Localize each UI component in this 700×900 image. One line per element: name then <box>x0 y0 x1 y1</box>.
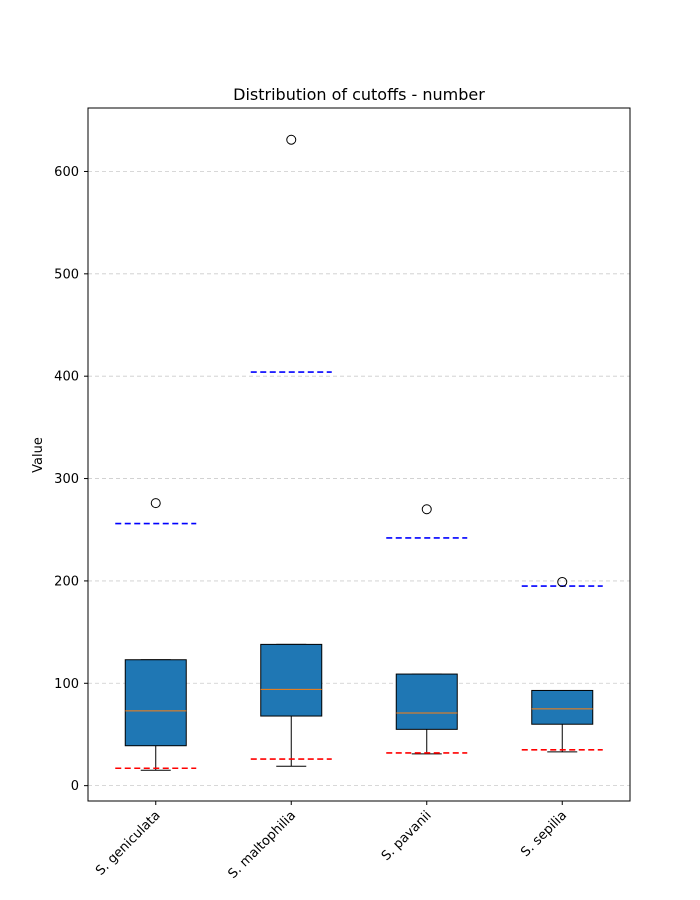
box <box>531 689 594 725</box>
y-tick-label: 300 <box>54 472 79 487</box>
y-tick-label: 200 <box>54 574 79 589</box>
y-tick-label: 100 <box>54 677 79 692</box>
y-tick-label: 500 <box>54 267 79 282</box>
x-tick-label: S. pavanii <box>379 808 435 864</box>
chart-title: Distribution of cutoffs - number <box>233 85 485 104</box>
box <box>395 673 458 730</box>
box-group <box>386 504 468 755</box>
box <box>124 659 187 747</box>
y-tick-label: 400 <box>54 370 79 385</box>
x-tick-label: S. sepilia <box>518 808 570 860</box>
x-axis: S. geniculata S. maltophilia S. pavanii S. … <box>93 801 570 882</box>
x-tick-label: S. maltophilia <box>225 808 299 882</box>
y-tick-label: 600 <box>54 165 79 180</box>
y-axis-label: Value <box>31 437 46 473</box>
box-group <box>521 576 603 753</box>
plot-frame <box>87 107 631 802</box>
outlier-point <box>286 134 297 145</box>
outlier-point <box>557 576 568 587</box>
grid-layer <box>88 171 630 787</box>
y-tick-label: 0 <box>71 779 79 794</box>
x-tick-label: S. geniculata <box>93 808 163 878</box>
box <box>260 643 323 717</box>
box-group <box>115 498 197 771</box>
y-axis: 0 100 200 300 400 500 600 <box>54 165 88 794</box>
outlier-point <box>421 504 432 515</box>
box-group <box>250 134 332 767</box>
outlier-point <box>150 498 161 509</box>
boxes-layer <box>115 134 603 771</box>
